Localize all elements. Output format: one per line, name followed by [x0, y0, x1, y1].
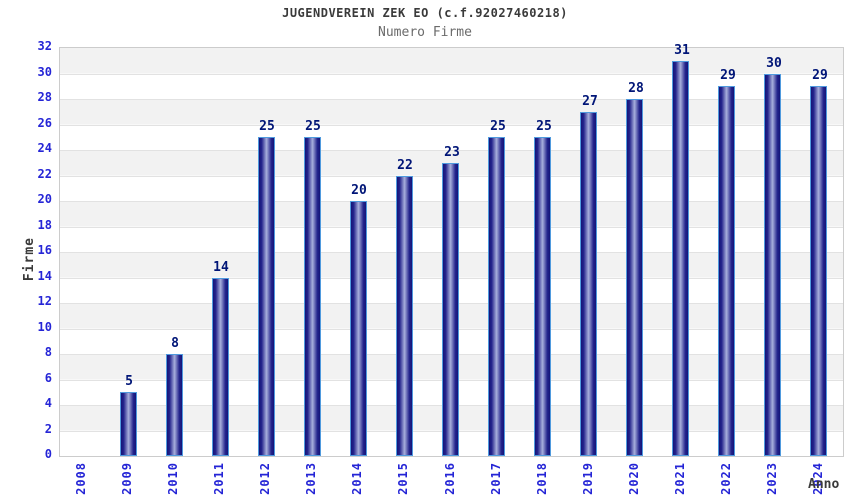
x-tick-label: 2017 — [489, 462, 503, 495]
y-tick-label: 6 — [44, 370, 52, 385]
bar-2011 — [212, 277, 229, 456]
x-tick-label: 2015 — [396, 462, 410, 495]
y-tick-label: 24 — [37, 141, 52, 155]
y-tick-label: 8 — [44, 345, 52, 359]
x-tick-label: 2023 — [765, 462, 779, 495]
bar-2018 — [534, 137, 551, 456]
x-tick-label: 2020 — [627, 462, 641, 495]
y-tick-label: 32 — [37, 39, 52, 53]
y-tick-label: 28 — [37, 90, 52, 104]
x-tick-label: 2014 — [350, 462, 364, 495]
bar-value-label: 27 — [582, 93, 598, 109]
y-tick-label: 30 — [37, 64, 52, 79]
grid-line — [60, 124, 843, 126]
grid-line — [60, 73, 843, 75]
grid-line — [60, 150, 843, 151]
bar-2017 — [488, 137, 505, 456]
plot-area: 5 8 14 25 25 20 22 23 25 25 27 28 31 29 30 29 — [59, 43, 844, 457]
bar-value-label: 25 — [536, 119, 552, 135]
y-tick-label: 12 — [37, 294, 52, 308]
y-tick-label: 18 — [37, 217, 52, 232]
grid-line — [60, 99, 843, 100]
bar-value-label: 5 — [125, 374, 133, 390]
x-tick-label: 2009 — [120, 462, 134, 495]
chart-subtitle: Numero Firme — [378, 25, 472, 40]
bar-value-label: 30 — [766, 55, 782, 71]
x-tick-label: 2022 — [719, 462, 733, 495]
bar-value-label: 8 — [171, 336, 179, 351]
bar-2019 — [580, 111, 597, 456]
x-tick-label: 2021 — [673, 462, 687, 495]
bar-value-label: 29 — [812, 68, 828, 84]
bar-value-label: 14 — [213, 259, 229, 275]
bar-2021 — [672, 60, 689, 456]
bar-2022 — [718, 86, 735, 456]
y-tick-label: 26 — [37, 115, 52, 130]
x-tick-label: 2012 — [258, 462, 272, 495]
bar-2014 — [350, 201, 367, 456]
x-tick-label: 2013 — [304, 462, 318, 495]
bar-value-label: 25 — [259, 119, 275, 135]
y-tick-label: 22 — [37, 166, 52, 181]
y-tick-label: 4 — [44, 396, 52, 410]
y-tick-label: 14 — [37, 268, 52, 283]
bar-value-label: 31 — [674, 42, 690, 58]
bar-value-label: 23 — [444, 144, 460, 160]
bar-2024 — [810, 86, 827, 456]
y-tick-label: 2 — [44, 421, 52, 436]
bar-value-label: 25 — [305, 119, 321, 135]
x-tick-label: 2019 — [581, 462, 595, 495]
y-tick-label: 20 — [37, 192, 52, 206]
x-tick-label: 2016 — [443, 462, 457, 495]
y-tick-label: 16 — [37, 243, 52, 257]
bar-value-label: 29 — [720, 68, 736, 84]
bar-value-label: 22 — [397, 157, 413, 173]
bar-value-label: 28 — [628, 81, 644, 96]
bar-2020 — [626, 99, 643, 456]
x-tick-label: 2018 — [535, 462, 549, 495]
x-tick-label: 2011 — [212, 462, 226, 495]
y-tick-label: 0 — [44, 447, 52, 461]
bar-2010 — [166, 354, 183, 456]
x-tick-label: 2008 — [74, 462, 88, 495]
x-axis-label: Anno — [808, 477, 840, 492]
bar-2009 — [120, 392, 137, 456]
bar-2013 — [304, 137, 321, 456]
bar-2023 — [764, 73, 781, 456]
bar-value-label: 25 — [490, 119, 506, 135]
y-tick-label: 10 — [37, 319, 52, 334]
bar-2015 — [396, 175, 413, 456]
bar-2016 — [442, 162, 459, 456]
chart-title: JUGENDVEREIN ZEK EO (c.f.92027460218) — [282, 6, 568, 20]
x-tick-label: 2010 — [166, 462, 180, 495]
bar-value-label: 20 — [351, 183, 367, 198]
bar-2012 — [258, 137, 275, 456]
